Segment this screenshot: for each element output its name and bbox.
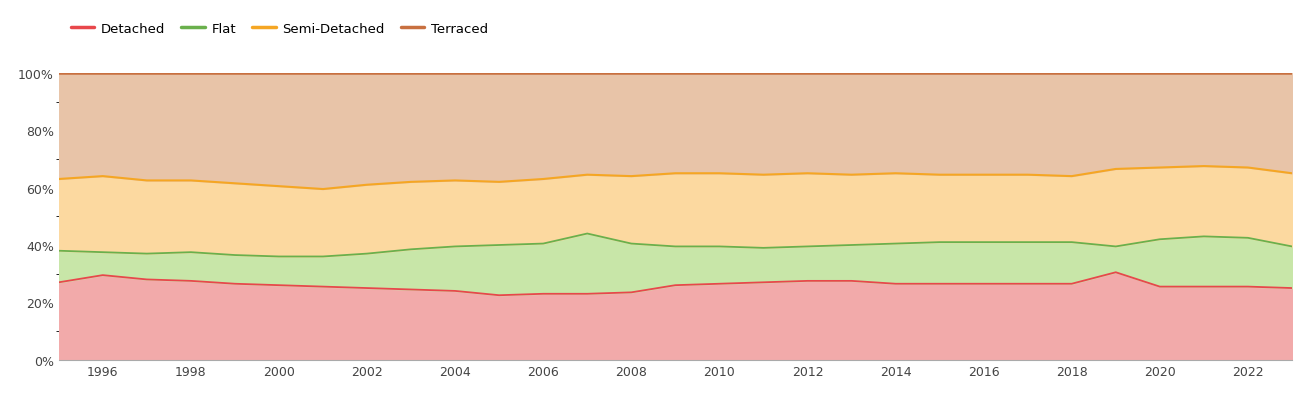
Legend: Detached, Flat, Semi-Detached, Terraced: Detached, Flat, Semi-Detached, Terraced <box>65 17 493 41</box>
